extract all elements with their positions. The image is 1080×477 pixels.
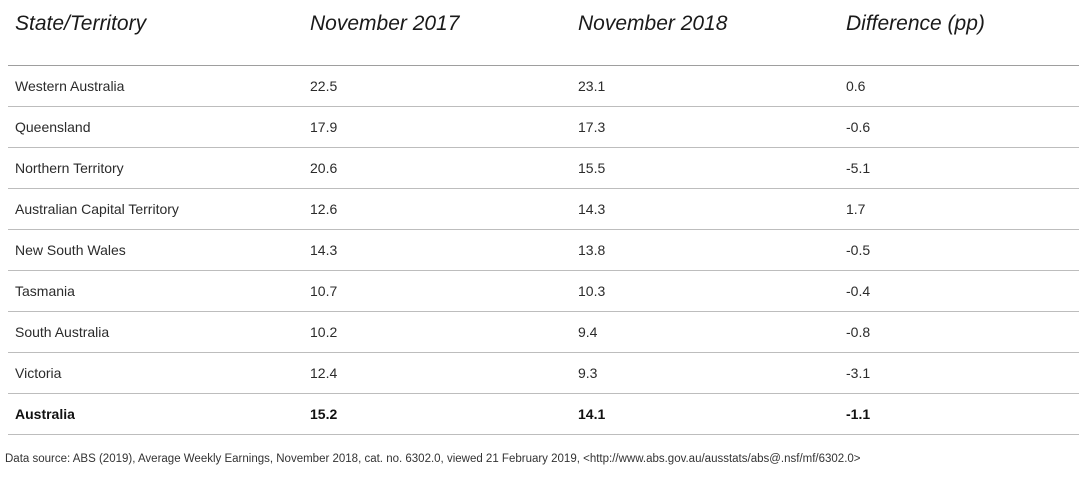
state-cell: Tasmania — [15, 283, 75, 299]
table-row: Australian Capital Territory 12.6 14.3 1… — [8, 189, 1079, 230]
table-row: Queensland 17.9 17.3 -0.6 — [8, 107, 1079, 148]
difference-cell: -0.4 — [846, 283, 871, 299]
state-cell: Australian Capital Territory — [15, 201, 179, 217]
total-nov-2018-cell: 14.1 — [578, 406, 606, 422]
table-total-row: Australia 15.2 14.1 -1.1 — [8, 394, 1079, 435]
nov-2017-cell: 12.4 — [310, 365, 338, 381]
nov-2017-cell: 22.5 — [310, 78, 338, 94]
header-state-territory: State/Territory — [15, 12, 147, 35]
nov-2018-cell: 14.3 — [578, 201, 606, 217]
state-cell: South Australia — [15, 324, 110, 340]
state-cell: Queensland — [15, 119, 91, 135]
nov-2017-cell: 14.3 — [310, 242, 338, 258]
state-cell: Victoria — [15, 365, 62, 381]
header-november-2017: November 2017 — [310, 12, 460, 35]
data-source-note: Data source: ABS (2019), Average Weekly … — [5, 453, 861, 465]
nov-2018-cell: 15.5 — [578, 160, 606, 176]
nov-2017-cell: 10.2 — [310, 324, 338, 340]
table-row: New South Wales 14.3 13.8 -0.5 — [8, 230, 1079, 271]
nov-2018-cell: 13.8 — [578, 242, 606, 258]
table-row: Tasmania 10.7 10.3 -0.4 — [8, 271, 1079, 312]
nov-2017-cell: 12.6 — [310, 201, 338, 217]
nov-2018-cell: 9.3 — [578, 365, 598, 381]
table-row: Victoria 12.4 9.3 -3.1 — [8, 353, 1079, 394]
table-row: South Australia 10.2 9.4 -0.8 — [8, 312, 1079, 353]
table-row: Western Australia 22.5 23.1 0.6 — [8, 66, 1079, 107]
difference-cell: -0.8 — [846, 324, 871, 340]
nov-2018-cell: 23.1 — [578, 78, 606, 94]
state-cell: Northern Territory — [15, 160, 124, 176]
total-difference-cell: -1.1 — [846, 406, 871, 422]
difference-cell: -0.5 — [846, 242, 871, 258]
table-header-row: State/Territory November 2017 November 2… — [8, 0, 1079, 66]
difference-cell: -3.1 — [846, 365, 871, 381]
nov-2017-cell: 10.7 — [310, 283, 338, 299]
state-cell: New South Wales — [15, 242, 126, 258]
difference-cell: 1.7 — [846, 201, 866, 217]
nov-2017-cell: 20.6 — [310, 160, 338, 176]
total-label-cell: Australia — [15, 406, 75, 422]
state-cell: Western Australia — [15, 78, 125, 94]
difference-cell: -5.1 — [846, 160, 871, 176]
total-nov-2017-cell: 15.2 — [310, 406, 338, 422]
nov-2018-cell: 10.3 — [578, 283, 606, 299]
nov-2018-cell: 17.3 — [578, 119, 606, 135]
header-difference: Difference (pp) — [846, 12, 985, 35]
data-table: State/Territory November 2017 November 2… — [8, 0, 1079, 435]
table-row: Northern Territory 20.6 15.5 -5.1 — [8, 148, 1079, 189]
difference-cell: 0.6 — [846, 78, 866, 94]
header-november-2018: November 2018 — [578, 12, 728, 35]
nov-2017-cell: 17.9 — [310, 119, 338, 135]
nov-2018-cell: 9.4 — [578, 324, 598, 340]
difference-cell: -0.6 — [846, 119, 871, 135]
